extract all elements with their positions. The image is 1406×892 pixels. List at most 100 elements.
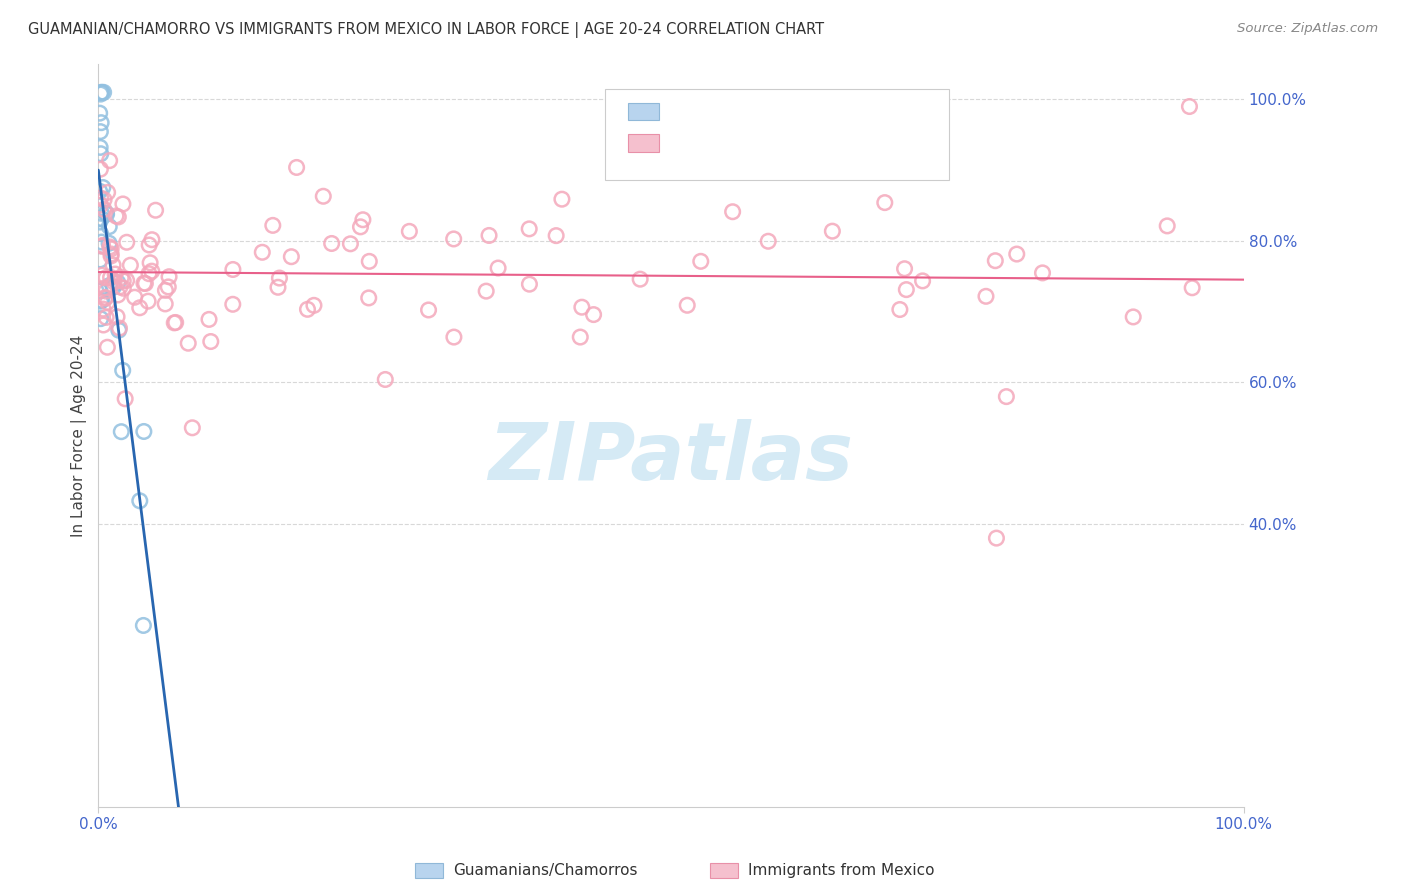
Point xyxy=(93,86,115,100)
Point xyxy=(155,284,177,298)
Point xyxy=(93,193,115,207)
Point xyxy=(89,215,111,229)
Point xyxy=(94,291,117,305)
Point xyxy=(90,311,112,326)
Point xyxy=(110,270,132,285)
Point xyxy=(628,272,651,286)
Point xyxy=(96,206,118,220)
Point xyxy=(100,270,122,285)
Text: Immigrants from Mexico: Immigrants from Mexico xyxy=(748,863,935,878)
Point xyxy=(139,256,162,270)
Point xyxy=(128,493,150,508)
Point xyxy=(222,297,245,311)
Point xyxy=(115,235,138,250)
Point xyxy=(105,209,128,223)
Point xyxy=(120,258,142,272)
Point xyxy=(349,219,371,234)
Point xyxy=(157,280,180,294)
Point xyxy=(889,302,911,317)
Point xyxy=(90,86,112,100)
Point xyxy=(911,274,934,288)
Point xyxy=(90,206,112,220)
Point xyxy=(163,316,186,330)
Point xyxy=(280,250,302,264)
Point xyxy=(486,260,509,275)
Point xyxy=(302,298,325,312)
Point xyxy=(138,267,160,281)
Point xyxy=(222,262,245,277)
Point xyxy=(157,269,180,284)
Point xyxy=(90,268,112,283)
Point xyxy=(91,302,114,317)
Point xyxy=(90,191,112,205)
Point xyxy=(93,318,115,332)
Point xyxy=(107,323,129,337)
Point xyxy=(105,310,128,324)
Point xyxy=(96,340,118,354)
Point xyxy=(100,242,122,256)
Point xyxy=(89,184,111,198)
Point xyxy=(269,271,291,285)
Point xyxy=(128,301,150,315)
Point xyxy=(984,253,1007,268)
Point xyxy=(1181,281,1204,295)
Text: 0.021: 0.021 xyxy=(699,135,761,149)
Point xyxy=(91,238,114,252)
Y-axis label: In Labor Force | Age 20-24: In Labor Force | Age 20-24 xyxy=(72,334,87,537)
Point xyxy=(100,247,122,261)
Point xyxy=(112,274,135,288)
Point xyxy=(114,392,136,406)
Point xyxy=(111,197,134,211)
Point xyxy=(90,116,112,130)
Point xyxy=(357,291,380,305)
Point xyxy=(569,330,592,344)
Text: R =: R = xyxy=(668,103,703,118)
Point xyxy=(546,228,568,243)
Text: ZIPatlas: ZIPatlas xyxy=(488,419,853,497)
Point xyxy=(312,189,335,203)
Point xyxy=(136,294,159,309)
Point xyxy=(475,284,498,298)
Point xyxy=(90,146,112,161)
Point xyxy=(108,321,131,335)
Point xyxy=(91,86,114,100)
Point xyxy=(252,245,274,260)
Point xyxy=(478,228,501,243)
Point xyxy=(676,298,699,312)
Point xyxy=(418,303,440,318)
Point xyxy=(101,258,124,272)
Point xyxy=(98,278,121,293)
Point xyxy=(582,308,605,322)
Point xyxy=(443,232,465,246)
Point xyxy=(91,180,114,194)
Point xyxy=(98,240,121,254)
Text: GUAMANIAN/CHAMORRO VS IMMIGRANTS FROM MEXICO IN LABOR FORCE | AGE 20-24 CORRELAT: GUAMANIAN/CHAMORRO VS IMMIGRANTS FROM ME… xyxy=(28,22,824,38)
Point xyxy=(398,224,420,238)
Point xyxy=(89,227,111,241)
Point xyxy=(177,336,200,351)
Point xyxy=(98,236,121,251)
Point xyxy=(89,106,111,120)
Point xyxy=(97,186,120,200)
Point xyxy=(297,302,319,317)
Point xyxy=(90,235,112,249)
Point xyxy=(339,236,361,251)
Point xyxy=(89,140,111,154)
Point xyxy=(96,310,118,325)
Point xyxy=(995,390,1018,404)
Point xyxy=(443,330,465,344)
Point xyxy=(321,236,343,251)
Text: N =: N = xyxy=(778,135,814,149)
Point xyxy=(89,284,111,298)
Point xyxy=(108,280,131,294)
Point xyxy=(1031,266,1053,280)
Text: 116: 116 xyxy=(808,135,842,149)
Point xyxy=(132,425,155,439)
Text: Source: ZipAtlas.com: Source: ZipAtlas.com xyxy=(1237,22,1378,36)
Point xyxy=(107,210,129,224)
Point xyxy=(200,334,222,349)
Point xyxy=(107,276,129,290)
Point xyxy=(111,363,134,377)
Point xyxy=(571,300,593,314)
Point xyxy=(124,290,146,304)
